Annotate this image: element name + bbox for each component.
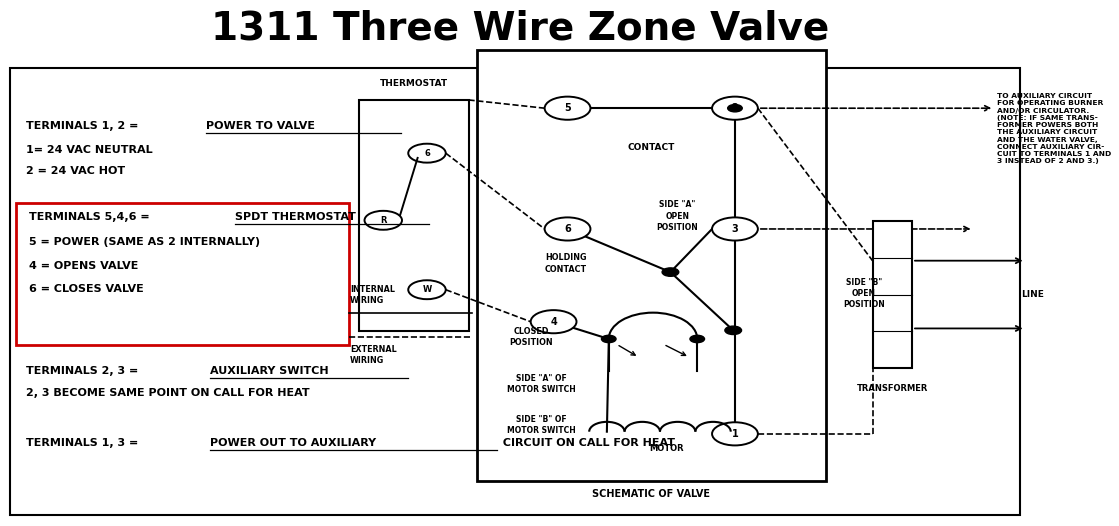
Circle shape (545, 97, 591, 120)
Text: 4 = OPENS VALVE: 4 = OPENS VALVE (29, 260, 139, 271)
Bar (359, 100, 469, 331)
Circle shape (662, 268, 679, 276)
Text: INTERNAL
WIRING: INTERNAL WIRING (350, 285, 395, 305)
Text: R: R (380, 216, 386, 225)
Text: HOLDING
CONTACT: HOLDING CONTACT (545, 254, 586, 274)
Text: 5 = POWER (SAME AS 2 INTERNALLY): 5 = POWER (SAME AS 2 INTERNALLY) (29, 237, 261, 247)
Circle shape (601, 335, 617, 342)
Text: 1: 1 (732, 429, 739, 439)
Circle shape (545, 217, 591, 240)
Text: TERMINALS 1, 3 =: TERMINALS 1, 3 = (26, 438, 142, 448)
Bar (873, 221, 912, 368)
Text: W: W (422, 285, 432, 294)
Text: AUXILIARY SWITCH: AUXILIARY SWITCH (210, 366, 329, 376)
Text: TERMINALS 5,4,6 =: TERMINALS 5,4,6 = (29, 212, 153, 222)
Text: SIDE "A"
OPEN
POSITION: SIDE "A" OPEN POSITION (657, 200, 698, 231)
Text: 6: 6 (424, 149, 430, 158)
Text: THERMOSTAT: THERMOSTAT (379, 78, 448, 88)
Circle shape (727, 105, 742, 112)
Text: CIRCUIT ON CALL FOR HEAT: CIRCUIT ON CALL FOR HEAT (499, 438, 675, 448)
Text: TO AUXILIARY CIRCUIT
FOR OPERATING BURNER
AND/OR CIRCULATOR.
(NOTE: IF SAME TRAN: TO AUXILIARY CIRCUIT FOR OPERATING BURNE… (997, 93, 1111, 165)
Text: 5: 5 (564, 103, 571, 113)
Text: TRANSFORMER: TRANSFORMER (857, 383, 928, 393)
Bar (16, 203, 349, 345)
Circle shape (690, 335, 705, 342)
Text: 4: 4 (551, 317, 557, 327)
Text: 1311 Three Wire Zone Valve: 1311 Three Wire Zone Valve (211, 10, 829, 48)
Text: 2 = 24 VAC HOT: 2 = 24 VAC HOT (26, 166, 125, 176)
Circle shape (408, 280, 445, 299)
Text: 1= 24 VAC NEUTRAL: 1= 24 VAC NEUTRAL (26, 145, 152, 155)
Circle shape (365, 211, 402, 230)
Text: POWER TO VALVE: POWER TO VALVE (206, 121, 316, 132)
Text: 6 = CLOSES VALVE: 6 = CLOSES VALVE (29, 284, 144, 295)
Text: CLOSED
POSITION: CLOSED POSITION (509, 327, 553, 347)
Text: MOTOR: MOTOR (650, 444, 684, 453)
Bar (10, 68, 1021, 515)
Text: CONTACT: CONTACT (628, 143, 675, 151)
Text: SIDE "B"
OPEN
POSITION: SIDE "B" OPEN POSITION (843, 278, 885, 309)
Circle shape (712, 217, 758, 240)
Text: 6: 6 (564, 224, 571, 234)
Circle shape (408, 144, 445, 163)
Text: 2: 2 (732, 103, 739, 113)
Text: SCHEMATIC OF VALVE: SCHEMATIC OF VALVE (592, 489, 711, 499)
Text: LINE: LINE (1022, 290, 1044, 299)
Text: SIDE "A" OF
MOTOR SWITCH: SIDE "A" OF MOTOR SWITCH (507, 374, 576, 394)
Circle shape (712, 97, 758, 120)
Text: SPDT THERMOSTAT: SPDT THERMOSTAT (235, 212, 356, 222)
Circle shape (712, 422, 758, 446)
Text: 3: 3 (732, 224, 739, 234)
Text: POWER OUT TO AUXILIARY: POWER OUT TO AUXILIARY (210, 438, 376, 448)
Circle shape (530, 310, 576, 333)
Circle shape (725, 326, 742, 335)
Bar (477, 50, 826, 481)
Text: TERMINALS 2, 3 =: TERMINALS 2, 3 = (26, 366, 142, 376)
Text: 2, 3 BECOME SAME POINT ON CALL FOR HEAT: 2, 3 BECOME SAME POINT ON CALL FOR HEAT (26, 388, 310, 399)
Text: SIDE "B" OF
MOTOR SWITCH: SIDE "B" OF MOTOR SWITCH (507, 415, 576, 436)
Text: EXTERNAL
WIRING: EXTERNAL WIRING (350, 345, 396, 365)
Text: TERMINALS 1, 2 =: TERMINALS 1, 2 = (26, 121, 142, 132)
